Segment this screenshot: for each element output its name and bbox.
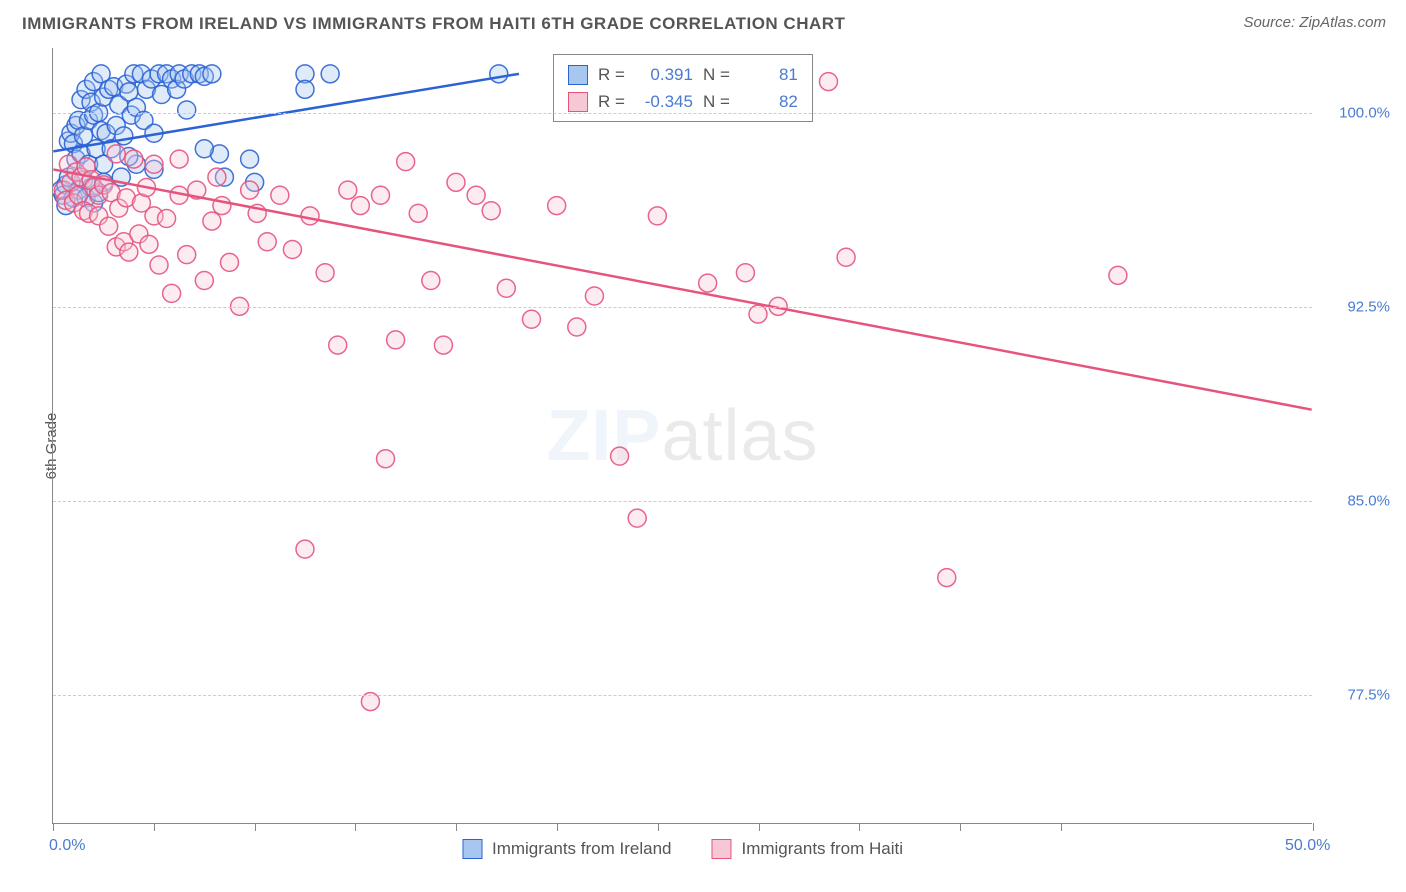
gridline [53, 113, 1312, 114]
data-point [100, 217, 118, 235]
plot-svg [53, 48, 1312, 823]
xtick [658, 823, 659, 831]
data-point [482, 202, 500, 220]
trend-line [53, 169, 1311, 409]
data-point [351, 197, 369, 215]
xtick [255, 823, 256, 831]
data-point [434, 336, 452, 354]
data-point [749, 305, 767, 323]
data-point [203, 65, 221, 83]
data-point [321, 65, 339, 83]
data-point [397, 153, 415, 171]
data-point [467, 186, 485, 204]
data-point [339, 181, 357, 199]
xtick [759, 823, 760, 831]
ytick-label: 85.0% [1347, 492, 1390, 509]
data-point [736, 264, 754, 282]
xtick [53, 823, 54, 831]
gridline [53, 307, 1312, 308]
data-point [296, 540, 314, 558]
plot-area: ZIPatlas R = 0.391 N = 81 R = -0.345 N =… [52, 48, 1312, 824]
legend-swatch-haiti [711, 839, 731, 859]
data-point [115, 127, 133, 145]
gridline [53, 695, 1312, 696]
data-point [208, 168, 226, 186]
data-point [409, 204, 427, 222]
data-point [178, 246, 196, 264]
bottom-legend: Immigrants from Ireland Immigrants from … [462, 839, 903, 859]
xtick [1061, 823, 1062, 831]
chart-container: IMMIGRANTS FROM IRELAND VS IMMIGRANTS FR… [0, 0, 1406, 892]
data-point [150, 256, 168, 274]
xtick [154, 823, 155, 831]
data-point [372, 186, 390, 204]
data-point [497, 279, 515, 297]
data-point [938, 569, 956, 587]
data-point [329, 336, 347, 354]
xtick-label: 50.0% [1285, 837, 1330, 855]
data-point [271, 186, 289, 204]
legend-swatch-ireland [462, 839, 482, 859]
xtick [557, 823, 558, 831]
data-point [170, 150, 188, 168]
data-point [837, 248, 855, 266]
data-point [628, 509, 646, 527]
ytick-label: 92.5% [1347, 298, 1390, 315]
xtick [960, 823, 961, 831]
data-point [301, 207, 319, 225]
data-point [195, 272, 213, 290]
data-point [568, 318, 586, 336]
data-point [258, 233, 276, 251]
data-point [1109, 266, 1127, 284]
data-point [140, 235, 158, 253]
data-point [648, 207, 666, 225]
data-point [585, 287, 603, 305]
xtick-label: 0.0% [49, 837, 85, 855]
ytick-label: 100.0% [1339, 104, 1390, 121]
data-point [316, 264, 334, 282]
data-point [107, 145, 125, 163]
legend-item-haiti: Immigrants from Haiti [711, 839, 903, 859]
data-point [195, 140, 213, 158]
data-point [120, 243, 138, 261]
xtick [355, 823, 356, 831]
data-point [241, 181, 259, 199]
data-point [523, 310, 541, 328]
data-point [203, 212, 221, 230]
ytick-label: 77.5% [1347, 686, 1390, 703]
data-point [490, 65, 508, 83]
data-point [296, 80, 314, 98]
source-label: Source: ZipAtlas.com [1243, 14, 1386, 31]
data-point [819, 73, 837, 91]
data-point [387, 331, 405, 349]
chart-title: IMMIGRANTS FROM IRELAND VS IMMIGRANTS FR… [22, 14, 845, 34]
data-point [611, 447, 629, 465]
data-point [145, 155, 163, 173]
data-point [548, 197, 566, 215]
data-point [447, 173, 465, 191]
data-point [283, 241, 301, 259]
gridline [53, 501, 1312, 502]
data-point [163, 284, 181, 302]
xtick [456, 823, 457, 831]
xtick [859, 823, 860, 831]
data-point [699, 274, 717, 292]
data-point [178, 101, 196, 119]
data-point [125, 150, 143, 168]
legend-item-ireland: Immigrants from Ireland [462, 839, 672, 859]
data-point [377, 450, 395, 468]
xtick [1313, 823, 1314, 831]
data-point [422, 272, 440, 290]
data-point [220, 253, 238, 271]
data-point [241, 150, 259, 168]
data-point [158, 210, 176, 228]
